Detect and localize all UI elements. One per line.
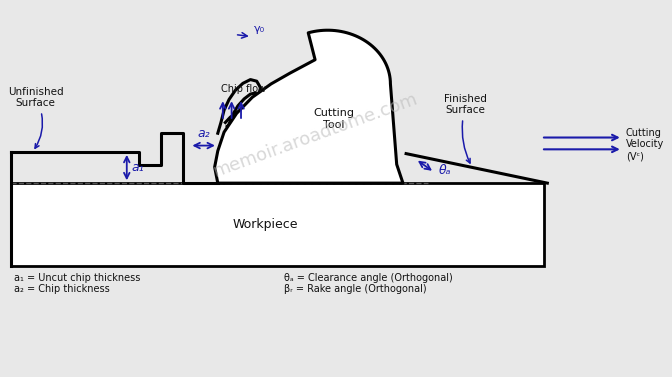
Text: a₂: a₂ — [198, 127, 210, 140]
Text: Chip flow: Chip flow — [221, 84, 266, 94]
Text: Workpiece: Workpiece — [232, 218, 298, 231]
Text: Cutting
Velocity
(Vᶜ): Cutting Velocity (Vᶜ) — [626, 128, 664, 161]
Text: βᵣ = Rake angle (Orthogonal): βᵣ = Rake angle (Orthogonal) — [284, 284, 426, 294]
Text: memoir.aroadtome.com: memoir.aroadtome.com — [210, 89, 420, 180]
Text: Finished
Surface: Finished Surface — [444, 94, 487, 163]
Text: θₐ: θₐ — [439, 164, 452, 177]
Bar — [11, 183, 544, 266]
Text: a₁: a₁ — [132, 161, 144, 174]
Text: a₁ = Uncut chip thickness: a₁ = Uncut chip thickness — [14, 273, 140, 283]
Text: Cutting
Tool: Cutting Tool — [313, 108, 354, 130]
Polygon shape — [214, 30, 403, 183]
Text: Unfinished
Surface: Unfinished Surface — [8, 87, 64, 148]
Text: γ₀: γ₀ — [253, 25, 265, 35]
Text: θₐ = Clearance angle (Orthogonal): θₐ = Clearance angle (Orthogonal) — [284, 273, 452, 283]
Text: a₂ = Chip thickness: a₂ = Chip thickness — [14, 284, 110, 294]
